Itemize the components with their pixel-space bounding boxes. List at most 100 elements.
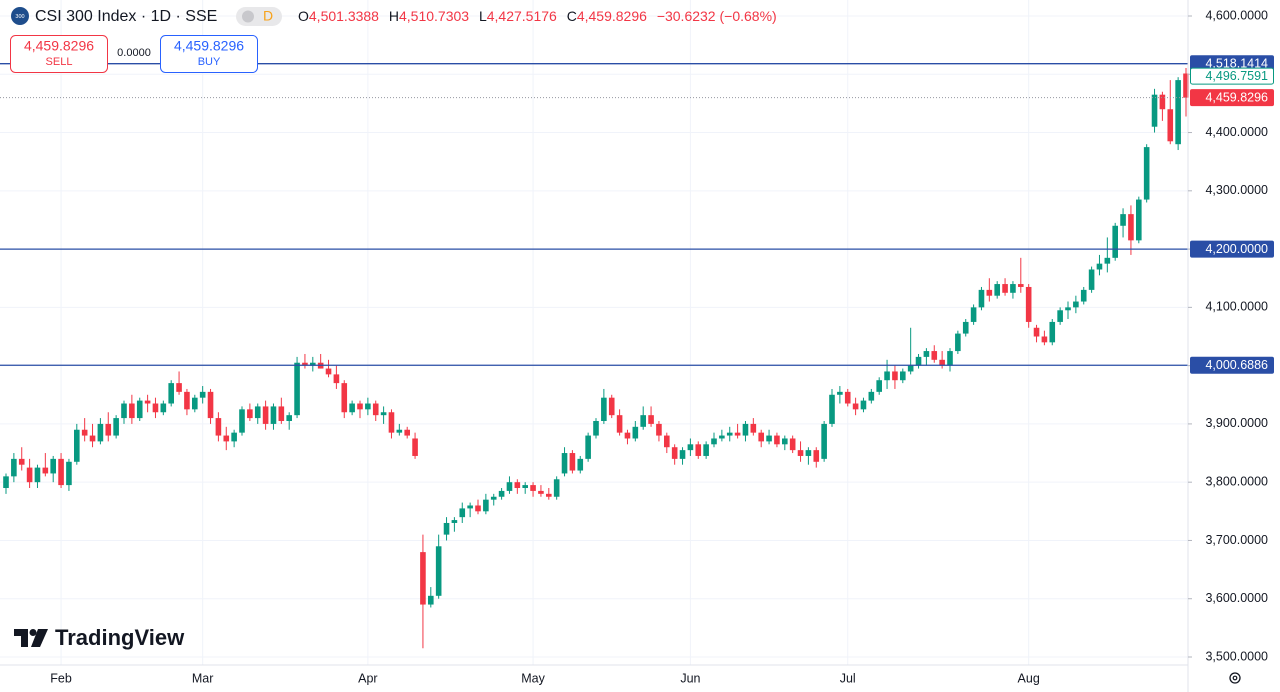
candle-body <box>247 409 253 419</box>
candle-body <box>412 438 418 456</box>
candle-body <box>813 450 820 462</box>
candle-body <box>514 482 521 489</box>
candle-body <box>774 435 780 445</box>
candle-body <box>207 391 214 419</box>
candle-body <box>1104 257 1111 264</box>
candle-body <box>490 496 497 500</box>
candle-body <box>483 499 489 512</box>
candle-body <box>821 423 827 459</box>
buy-button[interactable] <box>160 35 258 73</box>
candle-body <box>144 400 151 404</box>
candle-body <box>962 321 969 334</box>
candle-body <box>302 362 308 366</box>
legend-key: L <box>479 8 487 24</box>
candle-body <box>970 307 977 322</box>
candle-body <box>789 438 796 451</box>
price-tag <box>1190 356 1274 374</box>
candle-body <box>310 362 316 366</box>
candle-body <box>695 444 702 456</box>
x-tick-label: May <box>521 671 545 685</box>
spread: 0.0000 <box>117 47 151 59</box>
candle-body <box>616 415 623 433</box>
legend-value: 4,501.3388 <box>309 8 379 24</box>
candle-body <box>136 400 143 419</box>
price-tag <box>1190 67 1274 85</box>
candle-body <box>270 406 277 424</box>
candle-body <box>160 403 167 413</box>
symbol-icon-text: 300 <box>15 14 24 20</box>
candle-body <box>553 479 560 497</box>
y-tick-label: 3,900.0000 <box>1205 416 1268 430</box>
settings-icon[interactable] <box>1229 672 1241 684</box>
candle-body <box>443 522 450 535</box>
candle-body <box>365 403 371 410</box>
candle-body <box>860 400 867 410</box>
candle-body <box>955 333 961 352</box>
candle-body <box>1041 336 1048 343</box>
price-tag-label: 4,200.0000 <box>1205 242 1268 256</box>
candle-body <box>585 435 591 459</box>
candle-body <box>947 351 953 366</box>
x-tick-label: Aug <box>1018 671 1040 685</box>
candle-body <box>286 415 292 421</box>
candle-body <box>1096 263 1103 270</box>
candle-body <box>1120 214 1126 226</box>
candle-body <box>1033 327 1040 337</box>
candle-body <box>569 453 576 471</box>
candle-body <box>404 429 410 436</box>
candle-body <box>679 450 686 459</box>
legend-key: H <box>389 8 399 24</box>
candle-body <box>994 284 1000 296</box>
candle-body <box>884 371 890 381</box>
candle-body <box>467 505 473 509</box>
symbol-icon <box>11 7 29 25</box>
candle-body <box>184 391 190 410</box>
sell-button[interactable] <box>10 35 108 73</box>
symbol-title[interactable]: CSI 300 Index · 1D · SSE <box>35 8 217 25</box>
badge-text: D <box>263 8 273 24</box>
candle-body <box>333 374 340 384</box>
candle-body <box>522 485 528 489</box>
sell-price: 4,459.8296 <box>24 38 94 54</box>
candle-body <box>325 368 332 375</box>
candle-body <box>451 520 458 523</box>
candle-body <box>671 447 678 459</box>
price-tag-label: 4,000.6886 <box>1205 358 1268 372</box>
candle-body <box>168 383 174 404</box>
candle-body <box>380 412 387 416</box>
candle-body <box>113 418 119 436</box>
candle-body <box>1080 289 1087 302</box>
candle-body <box>428 595 434 605</box>
candle-body <box>81 429 88 436</box>
legend-value: 4,427.5176 <box>487 8 557 24</box>
candle-body <box>734 432 741 436</box>
candle-body <box>978 289 985 308</box>
price-tag-label: 4,459.8296 <box>1205 90 1268 104</box>
candle-body <box>711 438 717 445</box>
candle-body <box>1136 199 1142 241</box>
candle-body <box>254 406 261 419</box>
candle-body <box>829 394 835 424</box>
candle-body <box>223 435 230 442</box>
candle-body <box>892 371 898 381</box>
axis: 4,600.00004,500.00004,400.00004,300.0000… <box>50 8 1274 685</box>
candle-body <box>121 403 127 419</box>
y-tick-label: 4,300.0000 <box>1205 183 1268 197</box>
candle-body <box>719 435 725 439</box>
candle-body <box>3 476 9 489</box>
candle-body <box>782 438 788 445</box>
legend-value: 4,510.7303 <box>399 8 469 24</box>
y-tick-label: 3,700.0000 <box>1205 533 1268 547</box>
x-tick-label: Mar <box>192 671 214 685</box>
candle-body <box>593 420 599 436</box>
y-tick-label: 3,500.0000 <box>1205 649 1268 663</box>
candle-body <box>1010 284 1016 293</box>
watermark-logo <box>14 629 48 647</box>
candle-body <box>357 403 363 410</box>
candle-body <box>1159 94 1166 110</box>
candle-body <box>837 391 843 395</box>
candle-body <box>648 415 654 424</box>
